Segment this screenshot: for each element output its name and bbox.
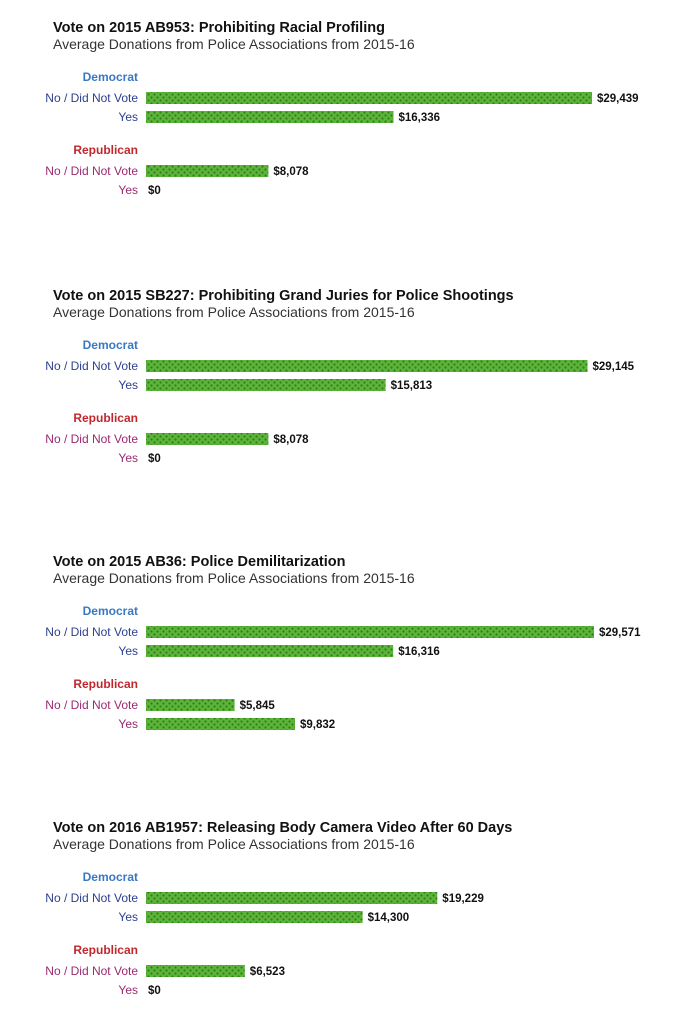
data-label: $9,832 bbox=[300, 719, 335, 731]
row-label: No / Did Not Vote bbox=[45, 91, 138, 105]
data-label: $14,300 bbox=[368, 912, 410, 924]
bar bbox=[146, 718, 295, 730]
row-label: Yes bbox=[118, 644, 138, 658]
chart-subtitle: Average Donations from Police Associatio… bbox=[53, 36, 415, 52]
row-label: Yes bbox=[118, 110, 138, 124]
chart-subtitle: Average Donations from Police Associatio… bbox=[53, 570, 415, 586]
chart-title: Vote on 2015 SB227: Prohibiting Grand Ju… bbox=[53, 288, 514, 304]
bar bbox=[146, 965, 245, 977]
bar bbox=[146, 626, 594, 638]
data-label: $0 bbox=[148, 985, 161, 997]
bar bbox=[146, 360, 588, 372]
data-label: $6,523 bbox=[250, 966, 285, 978]
data-label: $0 bbox=[148, 453, 161, 465]
bar bbox=[146, 645, 394, 657]
bar bbox=[146, 892, 438, 904]
party-label-republican: Republican bbox=[73, 411, 138, 425]
row-label: Yes bbox=[118, 451, 138, 465]
row-label: Yes bbox=[118, 378, 138, 392]
row-label: Yes bbox=[118, 910, 138, 924]
bar bbox=[146, 433, 269, 445]
data-label: $29,571 bbox=[599, 627, 641, 639]
bar bbox=[146, 111, 394, 123]
bar bbox=[146, 379, 386, 391]
party-label-republican: Republican bbox=[73, 143, 138, 157]
chart-title: Vote on 2016 AB1957: Releasing Body Came… bbox=[53, 820, 512, 836]
row-label: No / Did Not Vote bbox=[45, 625, 138, 639]
chart-title: Vote on 2015 AB36: Police Demilitarizati… bbox=[53, 554, 346, 570]
party-label-democrat: Democrat bbox=[83, 338, 138, 352]
data-label: $15,813 bbox=[391, 380, 433, 392]
row-label: No / Did Not Vote bbox=[45, 432, 138, 446]
data-label: $29,439 bbox=[597, 93, 639, 105]
row-label: No / Did Not Vote bbox=[45, 698, 138, 712]
data-label: $8,078 bbox=[273, 434, 309, 446]
data-label: $16,316 bbox=[398, 646, 440, 658]
data-label: $5,845 bbox=[240, 700, 276, 712]
row-label: No / Did Not Vote bbox=[45, 891, 138, 905]
data-label: $29,145 bbox=[593, 361, 635, 373]
data-label: $19,229 bbox=[442, 893, 484, 905]
party-label-democrat: Democrat bbox=[83, 604, 138, 618]
party-label-republican: Republican bbox=[73, 943, 138, 957]
row-label: No / Did Not Vote bbox=[45, 359, 138, 373]
row-label: Yes bbox=[118, 183, 138, 197]
chart-subtitle: Average Donations from Police Associatio… bbox=[53, 836, 415, 852]
row-label: No / Did Not Vote bbox=[45, 164, 138, 178]
row-label: Yes bbox=[118, 983, 138, 997]
party-label-democrat: Democrat bbox=[83, 70, 138, 84]
data-label: $0 bbox=[148, 185, 161, 197]
bar bbox=[146, 911, 363, 923]
bar bbox=[146, 92, 592, 104]
bar bbox=[146, 699, 235, 711]
chart-subtitle: Average Donations from Police Associatio… bbox=[53, 304, 415, 320]
data-label: $8,078 bbox=[273, 166, 309, 178]
party-label-democrat: Democrat bbox=[83, 870, 138, 884]
party-label-republican: Republican bbox=[73, 677, 138, 691]
bar bbox=[146, 165, 269, 177]
row-label: Yes bbox=[118, 717, 138, 731]
chart-title: Vote on 2015 AB953: Prohibiting Racial P… bbox=[53, 20, 385, 36]
data-label: $16,336 bbox=[399, 112, 441, 124]
row-label: No / Did Not Vote bbox=[45, 964, 138, 978]
